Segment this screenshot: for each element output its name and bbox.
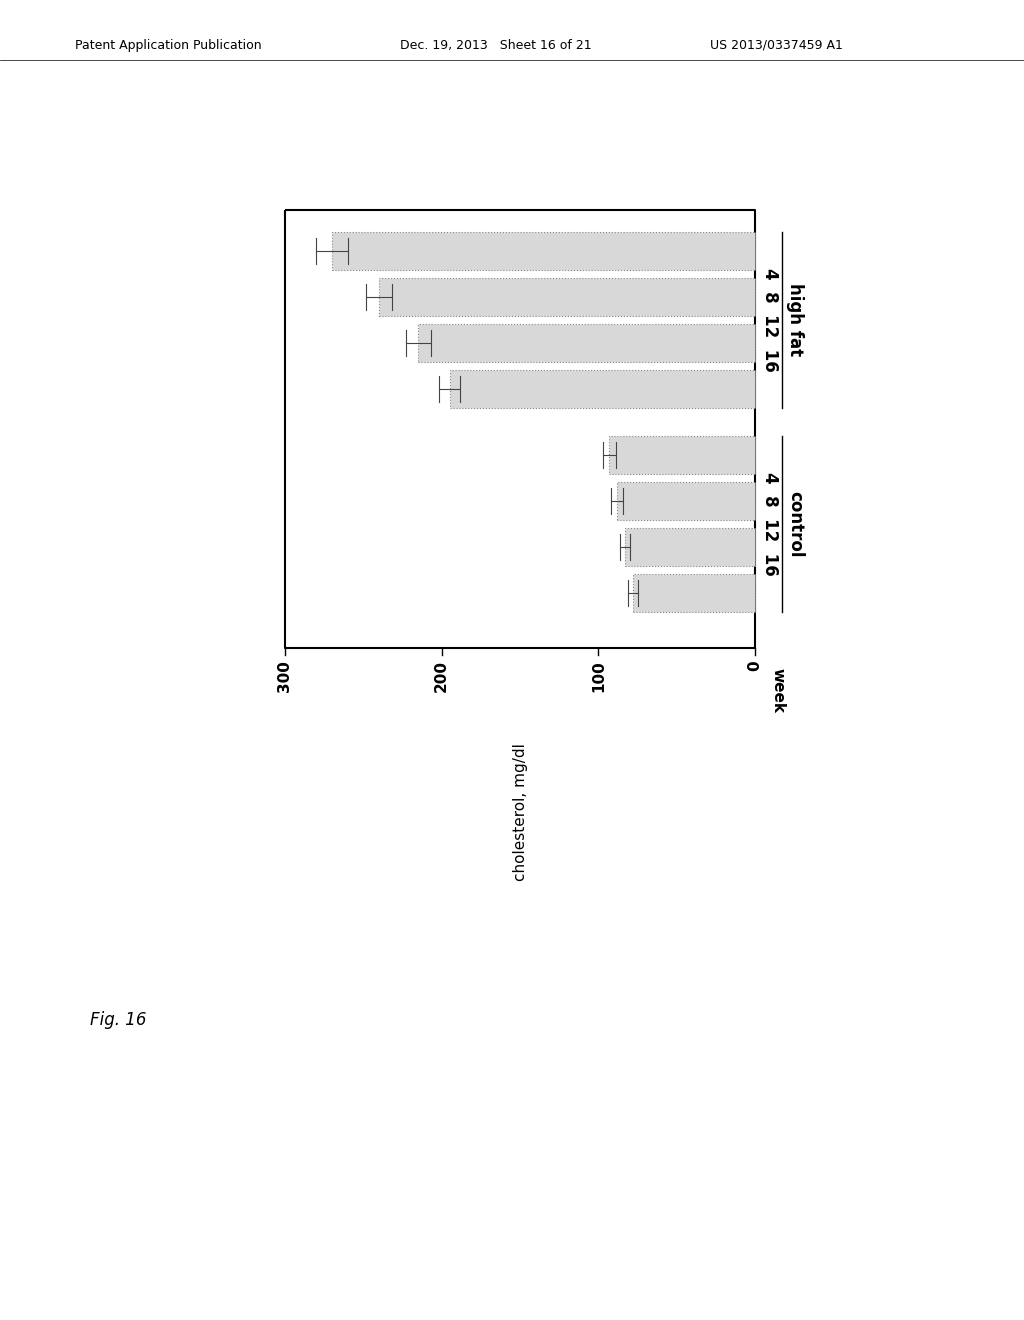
Bar [332,232,755,271]
Bar [379,279,755,315]
Text: 0: 0 [748,660,763,671]
Text: 300: 300 [278,660,293,692]
Text: cholesterol, mg/dl: cholesterol, mg/dl [512,743,527,880]
Bar [633,574,755,612]
Bar [625,528,755,566]
Text: week: week [770,668,785,713]
Text: 100: 100 [591,660,606,692]
Text: Dec. 19, 2013   Sheet 16 of 21: Dec. 19, 2013 Sheet 16 of 21 [400,38,592,51]
Text: high fat: high fat [786,284,804,356]
Text: Fig. 16: Fig. 16 [90,1011,146,1030]
Text: 4  8  12  16: 4 8 12 16 [761,268,779,372]
Text: 200: 200 [434,660,450,692]
Bar [450,370,755,408]
Text: Patent Application Publication: Patent Application Publication [75,38,261,51]
Text: control: control [786,491,804,557]
Text: 4  8  12  16: 4 8 12 16 [761,473,779,576]
Bar [609,436,755,474]
Text: US 2013/0337459 A1: US 2013/0337459 A1 [710,38,843,51]
Bar [418,323,755,362]
Bar [617,482,755,520]
